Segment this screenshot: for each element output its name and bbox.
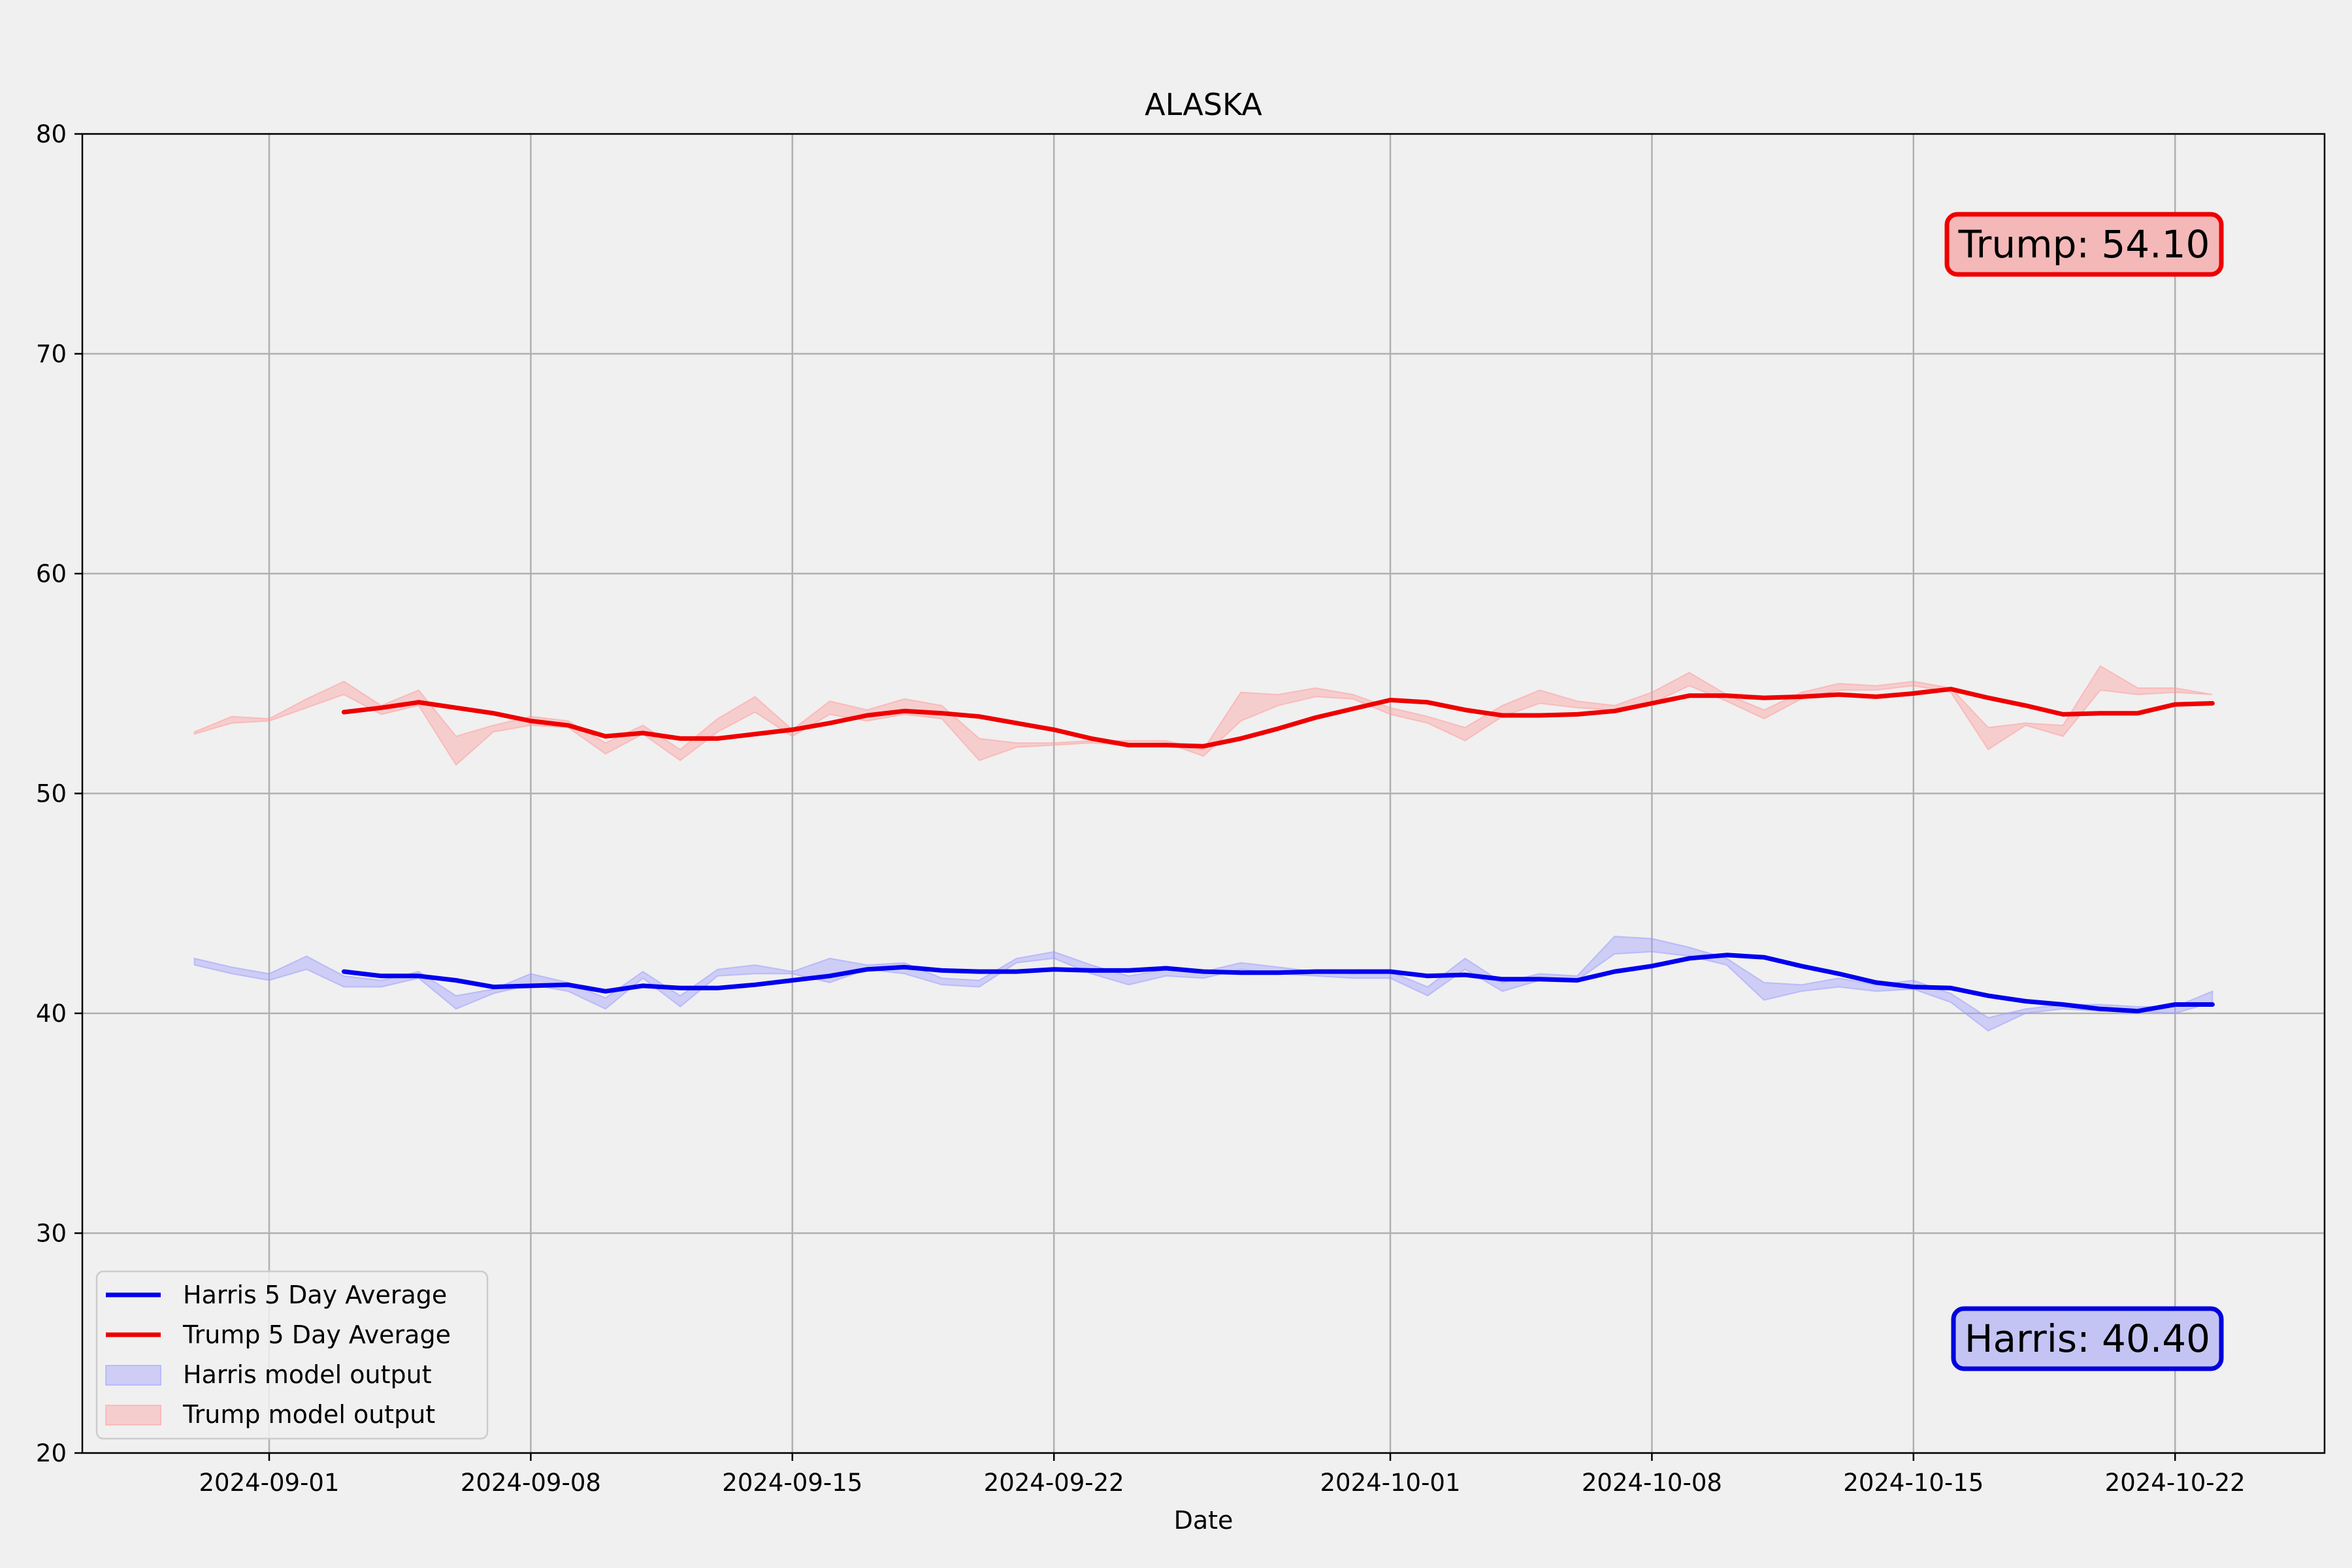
legend-label-trump-model-output: Trump model output <box>182 1400 435 1429</box>
y-tick-label: 40 <box>36 1000 67 1028</box>
trump-callout-text: Trump: 54.10 <box>1958 222 2210 267</box>
chart-title: ALASKA <box>1145 87 1262 122</box>
legend-label-harris-model-output: Harris model output <box>183 1360 432 1389</box>
x-tick-label: 2024-09-22 <box>984 1469 1124 1497</box>
y-tick-label: 80 <box>36 120 67 148</box>
legend-swatch-harris-model-output <box>105 1365 161 1386</box>
trump-callout: Trump: 54.10 <box>1944 212 2224 277</box>
x-tick-label: 2024-10-08 <box>1582 1469 1722 1497</box>
axis-ticks: 20 30 40 50 60 70 80 2024-09-01 2024-09-08 2024-0… <box>36 120 2246 1497</box>
y-tick-label: 70 <box>36 340 67 368</box>
legend-label-trump-5-day-average: Trump 5 Day Average <box>182 1320 451 1349</box>
x-tick-label: 2024-09-08 <box>461 1469 601 1497</box>
x-tick-label: 2024-09-15 <box>722 1469 862 1497</box>
y-tick-label: 50 <box>36 780 67 808</box>
y-tick-label: 30 <box>36 1220 67 1248</box>
x-axis-title: Date <box>1174 1506 1233 1535</box>
y-tick-label: 20 <box>36 1439 67 1467</box>
trump-callout-box <box>1944 212 2224 277</box>
trump-5-day-average-line <box>341 687 2215 749</box>
legend: Harris 5 Day Average Trump 5 Day Average H… <box>95 1270 489 1440</box>
harris-callout-box <box>1951 1306 2224 1371</box>
legend-swatch-trump-model-output <box>105 1405 161 1426</box>
legend-frame <box>95 1270 489 1440</box>
harris-5-day-average-line <box>341 953 2215 1014</box>
x-tick-label: 2024-10-22 <box>2105 1469 2246 1497</box>
y-tick-label: 60 <box>36 560 67 588</box>
x-tick-label: 2024-10-15 <box>1843 1469 1984 1497</box>
legend-label-harris-5-day-average: Harris 5 Day Average <box>183 1281 447 1309</box>
x-tick-label: 2024-09-01 <box>199 1469 339 1497</box>
average-lines <box>341 687 2215 1014</box>
x-tick-label: 2024-10-01 <box>1320 1469 1460 1497</box>
harris-callout: Harris: 40.40 <box>1951 1306 2224 1371</box>
harris-callout-text: Harris: 40.40 <box>1965 1316 2210 1361</box>
grid <box>82 133 2325 1454</box>
